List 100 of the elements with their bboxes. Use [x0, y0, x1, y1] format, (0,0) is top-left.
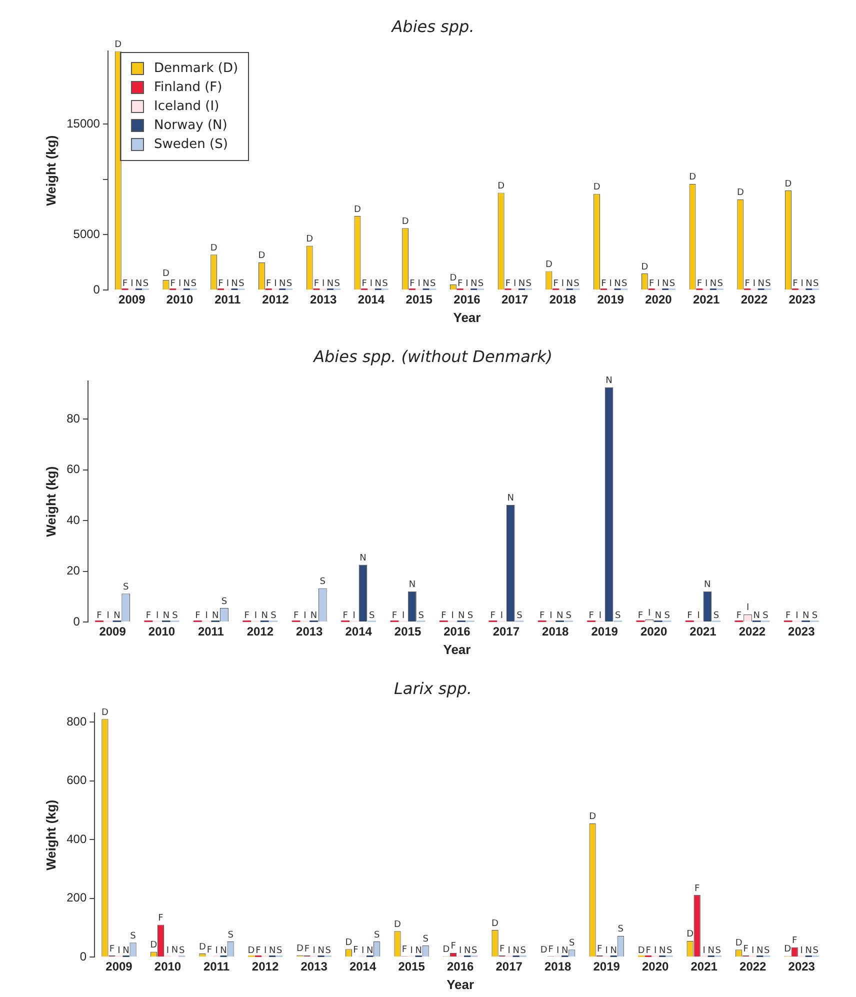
- x-tick-label: 2011: [214, 292, 241, 307]
- data-label: F: [792, 936, 798, 946]
- data-label: I: [451, 610, 454, 621]
- data-label: D: [492, 918, 499, 929]
- data-label: F: [122, 278, 128, 289]
- data-label: N: [806, 278, 812, 289]
- data-label: N: [512, 946, 520, 956]
- data-label: N: [261, 610, 268, 621]
- x-tick-label: 2018: [549, 292, 576, 307]
- data-label: F: [410, 278, 415, 289]
- data-label: F: [441, 610, 446, 621]
- data-label: S: [666, 946, 673, 956]
- data-label: F: [392, 610, 398, 621]
- x-tick-label: 2023: [788, 292, 816, 307]
- data-label: F: [553, 278, 558, 289]
- data-label: F: [601, 278, 606, 289]
- x-tick-label: 2023: [788, 624, 816, 639]
- data-label: N: [415, 946, 422, 956]
- data-label: N: [708, 946, 714, 956]
- data-label: I: [118, 946, 120, 956]
- data-label: D: [345, 938, 352, 948]
- y-tick-label: 400: [66, 832, 87, 846]
- data-label: S: [764, 946, 770, 956]
- data-label: N: [122, 946, 130, 956]
- data-label: D: [498, 182, 505, 192]
- data-label: S: [422, 934, 429, 944]
- y-tick-label: 20: [66, 564, 80, 578]
- data-label: S: [622, 278, 628, 289]
- data-label: N: [561, 946, 568, 956]
- data-label: F: [696, 278, 702, 289]
- data-label: S: [178, 946, 185, 956]
- data-label: N: [518, 278, 526, 289]
- x-tick-label: 2013: [300, 960, 328, 974]
- x-tick-label: 2021: [692, 292, 720, 307]
- data-label: S: [812, 946, 819, 956]
- data-label: S: [812, 610, 818, 621]
- x-axis-title: Year: [443, 642, 471, 657]
- data-label: N: [756, 946, 764, 956]
- data-label: S: [471, 946, 478, 956]
- data-label: S: [142, 278, 149, 289]
- data-label: I: [418, 278, 420, 289]
- x-tick-label: 2020: [642, 960, 670, 974]
- data-label: D: [101, 708, 108, 718]
- data-label: S: [374, 930, 380, 940]
- x-tick-label: 2016: [454, 292, 481, 307]
- x-tick-label: 2018: [542, 624, 570, 639]
- data-label: I: [166, 946, 170, 956]
- data-label: F: [206, 945, 212, 956]
- data-label: N: [162, 610, 170, 621]
- data-label: F: [314, 278, 320, 289]
- data-label: S: [430, 278, 436, 289]
- data-label: D: [689, 172, 696, 183]
- x-tick-label: 2020: [645, 292, 672, 307]
- data-label: D: [540, 945, 548, 956]
- data-label: N: [318, 946, 324, 956]
- data-label: D: [736, 188, 744, 198]
- data-label: D: [735, 938, 742, 948]
- data-label: D: [306, 234, 314, 245]
- data-label: F: [638, 610, 644, 621]
- data-label: F: [687, 610, 692, 621]
- data-label: D: [248, 946, 255, 956]
- data-label: F: [548, 944, 554, 955]
- x-tick-label: 2021: [690, 960, 718, 974]
- legend-label: Norway (N): [154, 118, 228, 133]
- data-label: I: [648, 608, 651, 618]
- data-label: S: [270, 610, 277, 621]
- y-tick-label: 0: [73, 614, 80, 628]
- data-label: N: [758, 278, 764, 289]
- data-label: D: [114, 40, 122, 50]
- data-label: F: [596, 944, 602, 954]
- data-label: F: [402, 944, 408, 955]
- x-tick-label: 2011: [203, 960, 230, 974]
- legend-label: Sweden (S): [154, 137, 228, 152]
- data-label: S: [382, 278, 388, 289]
- data-label: I: [264, 946, 267, 956]
- data-label: N: [231, 278, 238, 289]
- data-label: S: [715, 946, 722, 956]
- data-label: D: [296, 944, 304, 954]
- x-tick-label: 2022: [740, 292, 768, 307]
- y-axis-title: Weight (kg): [43, 800, 58, 870]
- data-label: F: [646, 946, 651, 956]
- data-label: I: [550, 610, 552, 621]
- data-label: S: [172, 610, 178, 621]
- data-label: D: [638, 946, 645, 956]
- x-tick-label: 2012: [252, 960, 279, 974]
- data-label: I: [752, 946, 754, 956]
- x-axis-title: Year: [446, 976, 474, 992]
- x-tick-label: 2014: [349, 960, 376, 974]
- data-label: F: [256, 946, 261, 956]
- data-label: D: [641, 262, 648, 272]
- y-tick-label: 200: [66, 890, 87, 905]
- x-tick-label: 2017: [492, 624, 520, 639]
- data-label: I: [746, 603, 750, 614]
- x-tick-label: 2010: [166, 292, 194, 307]
- data-label: S: [574, 278, 580, 289]
- data-label: S: [478, 278, 484, 289]
- chart-title: Larix spp.: [394, 678, 472, 698]
- data-label: N: [360, 554, 366, 564]
- data-label: S: [320, 577, 326, 588]
- x-tick-label: 2017: [496, 960, 523, 974]
